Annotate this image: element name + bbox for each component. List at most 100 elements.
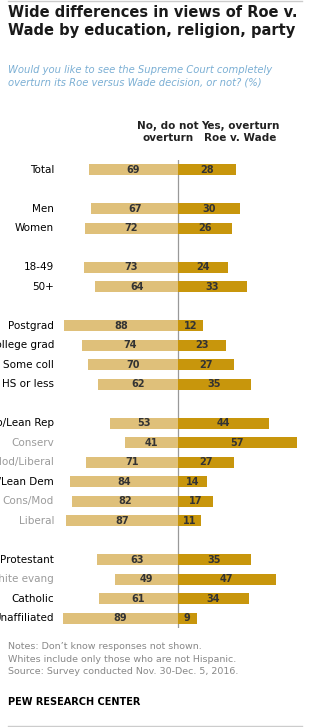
Text: Notes: Don’t know responses not shown.
Whites include only those who are not His: Notes: Don’t know responses not shown. W… — [8, 642, 238, 676]
Text: Men: Men — [32, 204, 54, 214]
Bar — [178, 320, 203, 332]
Text: 33: 33 — [206, 282, 219, 292]
Text: Postgrad: Postgrad — [8, 321, 54, 331]
Text: Protestant: Protestant — [0, 555, 54, 565]
Text: 89: 89 — [114, 614, 127, 623]
Text: Mod/Liberal: Mod/Liberal — [0, 457, 54, 467]
Bar — [178, 496, 213, 507]
Text: 57: 57 — [231, 438, 244, 448]
Text: No, do not
overturn: No, do not overturn — [137, 121, 199, 142]
Text: Catholic: Catholic — [11, 594, 54, 603]
Text: 35: 35 — [208, 555, 221, 565]
Text: Some coll: Some coll — [3, 360, 54, 370]
Text: 82: 82 — [118, 497, 132, 506]
Text: 50+: 50+ — [32, 282, 54, 292]
Text: College grad: College grad — [0, 340, 54, 350]
Bar — [178, 437, 296, 449]
Text: 63: 63 — [131, 555, 144, 565]
Bar — [178, 222, 232, 234]
Text: Total: Total — [30, 165, 54, 174]
Text: 73: 73 — [124, 262, 138, 272]
Text: 61: 61 — [132, 594, 145, 603]
Text: 23: 23 — [195, 340, 209, 350]
Bar — [178, 417, 269, 429]
Bar — [98, 379, 178, 390]
Text: 49: 49 — [140, 574, 153, 585]
Bar — [178, 515, 201, 526]
Bar — [89, 164, 178, 175]
Text: 26: 26 — [198, 223, 212, 233]
Bar — [115, 574, 178, 585]
Bar — [178, 164, 236, 175]
Text: Women: Women — [15, 223, 54, 233]
Bar — [178, 476, 207, 487]
Text: PEW RESEARCH CENTER: PEW RESEARCH CENTER — [8, 697, 140, 707]
Text: 47: 47 — [220, 574, 234, 585]
Bar — [178, 281, 247, 292]
Text: 27: 27 — [199, 360, 213, 370]
Text: 69: 69 — [127, 165, 140, 174]
Bar — [109, 417, 178, 429]
Bar — [85, 222, 178, 234]
Bar — [178, 457, 234, 468]
Bar — [178, 359, 234, 370]
Text: 9: 9 — [184, 614, 191, 623]
Bar — [69, 476, 178, 487]
Text: 70: 70 — [126, 360, 140, 370]
Text: 24: 24 — [196, 262, 210, 272]
Bar — [64, 320, 178, 332]
Text: 11: 11 — [183, 515, 196, 526]
Text: 64: 64 — [130, 282, 144, 292]
Text: Cons/Mod: Cons/Mod — [3, 497, 54, 506]
Text: 62: 62 — [131, 379, 145, 389]
Text: 34: 34 — [206, 594, 220, 603]
Text: HS or less: HS or less — [2, 379, 54, 389]
Text: 88: 88 — [114, 321, 128, 331]
Text: 87: 87 — [115, 515, 129, 526]
Bar — [178, 262, 228, 273]
Text: 12: 12 — [184, 321, 197, 331]
Text: Wide differences in views of Roe v.
Wade by education, religion, party: Wide differences in views of Roe v. Wade… — [8, 5, 298, 38]
Text: 67: 67 — [128, 204, 141, 214]
Bar — [66, 515, 178, 526]
Text: 71: 71 — [126, 457, 139, 467]
Text: 28: 28 — [200, 165, 214, 174]
Text: Conserv: Conserv — [11, 438, 54, 448]
Text: 84: 84 — [117, 477, 131, 487]
Text: White evang: White evang — [0, 574, 54, 585]
Bar — [178, 554, 251, 566]
Bar — [63, 613, 178, 624]
Bar — [84, 262, 178, 273]
Text: 30: 30 — [202, 204, 216, 214]
Bar — [178, 593, 249, 604]
Bar — [88, 359, 178, 370]
Bar — [97, 554, 178, 566]
Bar — [86, 457, 178, 468]
Text: 74: 74 — [123, 340, 137, 350]
Bar — [72, 496, 178, 507]
Bar — [178, 203, 240, 214]
Bar — [99, 593, 178, 604]
Bar — [178, 379, 251, 390]
Text: 41: 41 — [145, 438, 158, 448]
Text: Would you like to see the Supreme Court completely
overturn its Roe versus Wade : Would you like to see the Supreme Court … — [8, 65, 272, 87]
Text: 14: 14 — [186, 477, 199, 487]
Text: Liberal: Liberal — [19, 515, 54, 526]
Text: 27: 27 — [199, 457, 213, 467]
Bar — [178, 613, 197, 624]
Text: Unaffiliated: Unaffiliated — [0, 614, 54, 623]
Text: Rep/Lean Rep: Rep/Lean Rep — [0, 418, 54, 428]
Bar — [91, 203, 178, 214]
Bar — [178, 574, 276, 585]
Text: 18-49: 18-49 — [24, 262, 54, 272]
Bar — [178, 340, 226, 351]
Text: 72: 72 — [125, 223, 138, 233]
Text: 17: 17 — [189, 497, 202, 506]
Bar — [95, 281, 178, 292]
Text: 53: 53 — [137, 418, 151, 428]
Text: 35: 35 — [208, 379, 221, 389]
Text: Dem/Lean Dem: Dem/Lean Dem — [0, 477, 54, 487]
Text: Yes, overturn
Roe v. Wade: Yes, overturn Roe v. Wade — [201, 121, 279, 142]
Text: 44: 44 — [217, 418, 231, 428]
Bar — [125, 437, 178, 449]
